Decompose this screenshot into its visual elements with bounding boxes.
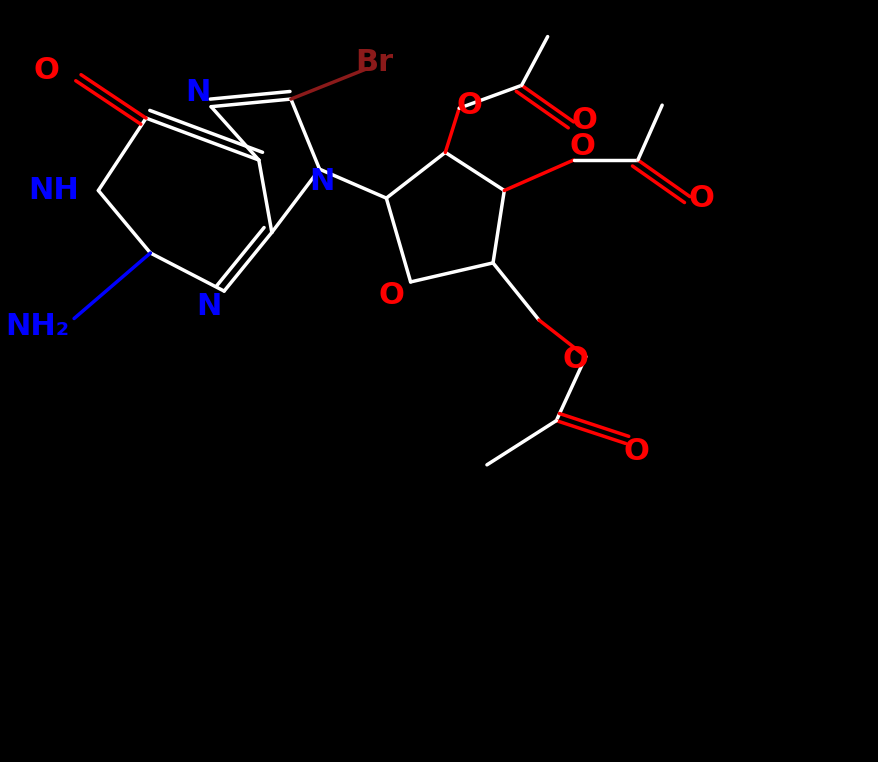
Text: NH: NH — [28, 176, 78, 205]
Text: O: O — [378, 281, 404, 310]
Text: N: N — [197, 292, 222, 321]
Text: O: O — [457, 91, 482, 120]
Text: O: O — [33, 56, 59, 85]
Text: NH₂: NH₂ — [5, 312, 69, 341]
Text: O: O — [562, 345, 587, 374]
Text: Br: Br — [355, 48, 392, 77]
Text: O: O — [569, 132, 594, 161]
Text: O: O — [687, 184, 713, 213]
Text: N: N — [309, 167, 335, 196]
Text: N: N — [185, 78, 211, 107]
Text: O: O — [623, 437, 648, 466]
Text: O: O — [571, 106, 596, 135]
